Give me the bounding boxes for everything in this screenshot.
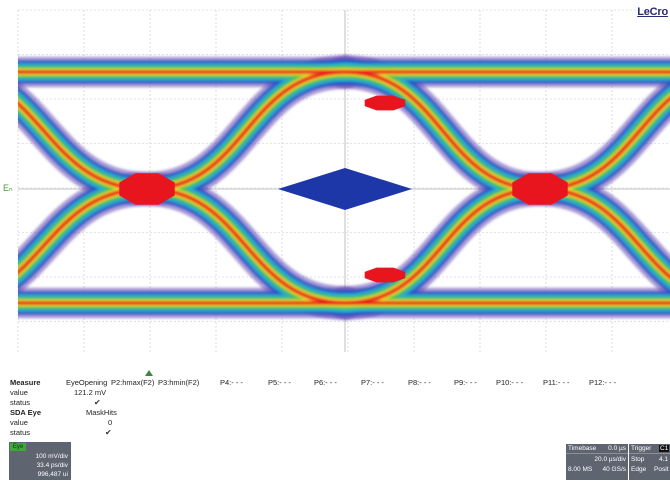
param-p5[interactable]: P5:- - - bbox=[268, 378, 291, 387]
param-p3[interactable]: P3:hmin(F2) bbox=[158, 378, 200, 387]
measure-status-row: status ✔ bbox=[0, 398, 670, 408]
eye-trace-tag: Eye bbox=[10, 443, 26, 451]
trigger-position-marker[interactable] bbox=[145, 370, 153, 376]
trigger-source-badge: C1 bbox=[659, 445, 670, 452]
trigger-slope: Posit bbox=[654, 466, 669, 473]
eye-diagram-canvas bbox=[17, 9, 670, 352]
trigger-header-strip bbox=[629, 444, 670, 454]
trigger-label: Trigger bbox=[631, 445, 652, 452]
param-p11[interactable]: P11:- - - bbox=[543, 378, 570, 387]
mask-hits-column[interactable]: MaskHits bbox=[86, 408, 117, 417]
param-p6[interactable]: P6:- - - bbox=[314, 378, 337, 387]
param-p1[interactable]: EyeOpening bbox=[66, 378, 108, 387]
measure-header-label: Measure bbox=[10, 378, 41, 387]
crossing-hotspots bbox=[119, 95, 568, 283]
measure-value-row: value 121.2 mV bbox=[0, 388, 670, 398]
mask-hits-value: 0 bbox=[108, 418, 113, 427]
lecroy-logo: LeCro bbox=[637, 6, 668, 18]
eye-ui-count: 996,487 ui bbox=[37, 471, 68, 478]
trigger-descriptor[interactable]: Trigger C1 Stop 4.1 Edge Posit bbox=[629, 444, 670, 480]
trigger-type: Edge bbox=[631, 466, 647, 473]
status-row-label: status bbox=[10, 398, 31, 407]
timebase-header-strip bbox=[566, 444, 628, 454]
param-p9[interactable]: P9:- - - bbox=[454, 378, 477, 387]
param-p8[interactable]: P8:- - - bbox=[408, 378, 431, 387]
value-row-label: value bbox=[10, 388, 28, 397]
timebase-descriptor[interactable]: Timebase 0.0 µs 20.0 µs/div 8.00 MS 40 G… bbox=[566, 444, 628, 480]
timebase-samples: 8.00 MS bbox=[568, 466, 593, 473]
trigger-level: 4.1 bbox=[659, 456, 669, 463]
timebase-sample-rate: 40 GS/s bbox=[602, 466, 626, 473]
eye-diagram-display: LeCro Eₙ bbox=[3, 6, 670, 352]
measure-header-row: Measure EyeOpening P2:hmax(F2) P3:hmin(F… bbox=[0, 378, 670, 388]
param-p7[interactable]: P7:- - - bbox=[361, 378, 384, 387]
sda-eye-label: SDA Eye bbox=[10, 408, 41, 417]
channel-level-marker: Eₙ bbox=[3, 183, 13, 193]
timebase-label: Timebase bbox=[568, 445, 597, 452]
eye-trace-descriptor[interactable]: Eye 100 mV/div 33.4 ps/div 996,487 ui bbox=[9, 442, 71, 480]
top-merge-hotspot bbox=[364, 95, 406, 111]
mask-hits-status-check-icon: ✔ bbox=[105, 428, 112, 437]
timebase-offset: 0.0 µs bbox=[608, 445, 626, 452]
sda-value-row: value 0 bbox=[0, 418, 670, 428]
sda-value-label: value bbox=[10, 418, 28, 427]
sda-status-row: status ✔ bbox=[0, 428, 670, 438]
sda-eye-header-row: SDA Eye MaskHits bbox=[0, 408, 670, 418]
eye-opening-value: 121.2 mV bbox=[74, 388, 107, 397]
timebase-per-div: 20.0 µs/div bbox=[594, 456, 626, 463]
sda-status-label: status bbox=[10, 428, 31, 437]
bottom-merge-hotspot bbox=[364, 267, 406, 283]
eye-trace-density bbox=[18, 55, 670, 320]
param-p10[interactable]: P10:- - - bbox=[496, 378, 524, 387]
eye-mask-diamond bbox=[278, 168, 412, 210]
param-p12[interactable]: P12:- - - bbox=[589, 378, 617, 387]
right-crossing-hotspot bbox=[512, 173, 568, 205]
param-p2[interactable]: P2:hmax(F2) bbox=[111, 378, 155, 387]
left-crossing-hotspot bbox=[119, 173, 175, 205]
measure-table: Measure EyeOpening P2:hmax(F2) P3:hmin(F… bbox=[0, 376, 670, 438]
eye-vertical-scale: 100 mV/div bbox=[35, 453, 68, 460]
param-p4[interactable]: P4:- - - bbox=[220, 378, 243, 387]
eye-opening-status-check-icon: ✔ bbox=[94, 398, 101, 407]
trigger-mode: Stop bbox=[631, 456, 645, 463]
eye-horizontal-scale: 33.4 ps/div bbox=[36, 462, 68, 469]
